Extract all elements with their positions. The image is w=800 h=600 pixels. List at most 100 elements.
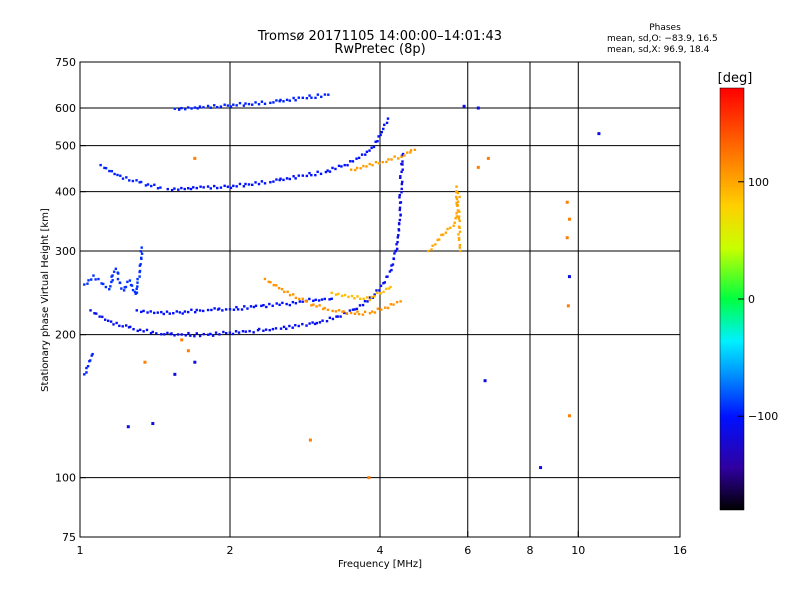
data-point — [434, 243, 437, 246]
data-point — [131, 288, 135, 292]
data-point — [336, 315, 339, 318]
data-point — [337, 292, 340, 296]
data-point — [359, 297, 362, 301]
trace-o-mode-upper-branch — [135, 297, 333, 316]
data-point — [384, 287, 388, 291]
data-point — [403, 154, 406, 157]
data-point — [393, 252, 396, 255]
data-point — [187, 187, 190, 190]
data-point — [98, 315, 101, 318]
data-point — [376, 307, 380, 310]
data-point — [360, 153, 364, 156]
data-point — [193, 106, 197, 109]
data-point — [252, 305, 256, 309]
data-point — [142, 309, 145, 313]
data-point — [399, 201, 403, 204]
data-point — [351, 160, 355, 163]
data-point — [221, 309, 224, 312]
data-point — [272, 283, 275, 287]
data-point — [262, 303, 265, 307]
data-point — [357, 312, 361, 316]
data-point — [155, 332, 158, 335]
grid-lines — [80, 62, 680, 537]
data-point — [168, 312, 171, 315]
data-point — [166, 331, 169, 335]
data-point — [181, 312, 184, 315]
data-point — [237, 331, 241, 334]
data-point — [97, 277, 100, 281]
data-point — [202, 332, 205, 336]
data-point — [368, 298, 372, 302]
data-point — [283, 290, 286, 294]
data-point — [567, 275, 571, 279]
data-point — [89, 359, 92, 362]
data-point — [383, 123, 386, 127]
data-point — [288, 177, 292, 181]
data-point — [452, 224, 455, 227]
data-point — [207, 333, 210, 336]
data-point — [228, 308, 232, 311]
data-point — [363, 310, 367, 314]
data-point — [387, 158, 390, 161]
y-tick-label: 600 — [55, 102, 76, 115]
data-point — [312, 299, 315, 303]
data-point — [328, 170, 332, 173]
data-point — [395, 300, 399, 304]
data-point — [83, 373, 86, 376]
data-point — [279, 327, 283, 330]
data-point — [400, 155, 403, 159]
data-point — [211, 334, 215, 337]
data-point — [308, 438, 312, 442]
data-point — [173, 107, 177, 110]
data-point — [163, 333, 166, 336]
data-point — [308, 94, 311, 97]
data-point — [413, 148, 417, 152]
data-point — [192, 186, 195, 189]
data-point — [339, 315, 342, 318]
data-point — [184, 334, 187, 337]
data-point — [235, 104, 238, 107]
data-point — [353, 308, 356, 311]
trace-o-mode-2nd-hop — [166, 117, 390, 192]
data-point — [278, 178, 281, 182]
data-point — [294, 99, 297, 102]
data-point — [134, 292, 137, 295]
trace-isolated-points — [143, 156, 571, 480]
data-point — [209, 187, 212, 190]
data-point — [263, 277, 267, 281]
data-point — [334, 167, 337, 171]
trace-o-mode-oblique-scatter — [83, 246, 144, 295]
data-point — [327, 93, 330, 96]
data-point — [381, 160, 384, 164]
data-point — [444, 231, 448, 234]
data-point — [343, 293, 347, 297]
data-point — [394, 249, 397, 253]
data-point — [386, 306, 390, 310]
data-point — [379, 284, 383, 288]
data-point — [319, 172, 323, 176]
data-point — [455, 197, 459, 201]
data-point — [140, 310, 143, 314]
data-point — [262, 329, 265, 332]
data-point — [202, 186, 205, 189]
data-point — [138, 264, 142, 267]
x-tick-label: 2 — [227, 544, 234, 557]
data-point — [278, 303, 281, 307]
data-point — [271, 327, 275, 331]
data-point — [173, 187, 176, 190]
data-point — [162, 312, 165, 316]
data-point — [314, 96, 317, 100]
data-point — [455, 215, 459, 218]
data-point — [100, 282, 103, 285]
data-point — [279, 98, 282, 102]
trace-x-mode-vertical-cluster — [427, 185, 462, 253]
data-point — [337, 164, 341, 168]
data-point — [246, 307, 249, 310]
data-point — [285, 98, 289, 102]
data-point — [140, 246, 143, 249]
x-tick-label: 8 — [527, 544, 534, 557]
data-point — [275, 284, 278, 287]
data-point — [316, 93, 320, 96]
data-point — [111, 279, 114, 282]
